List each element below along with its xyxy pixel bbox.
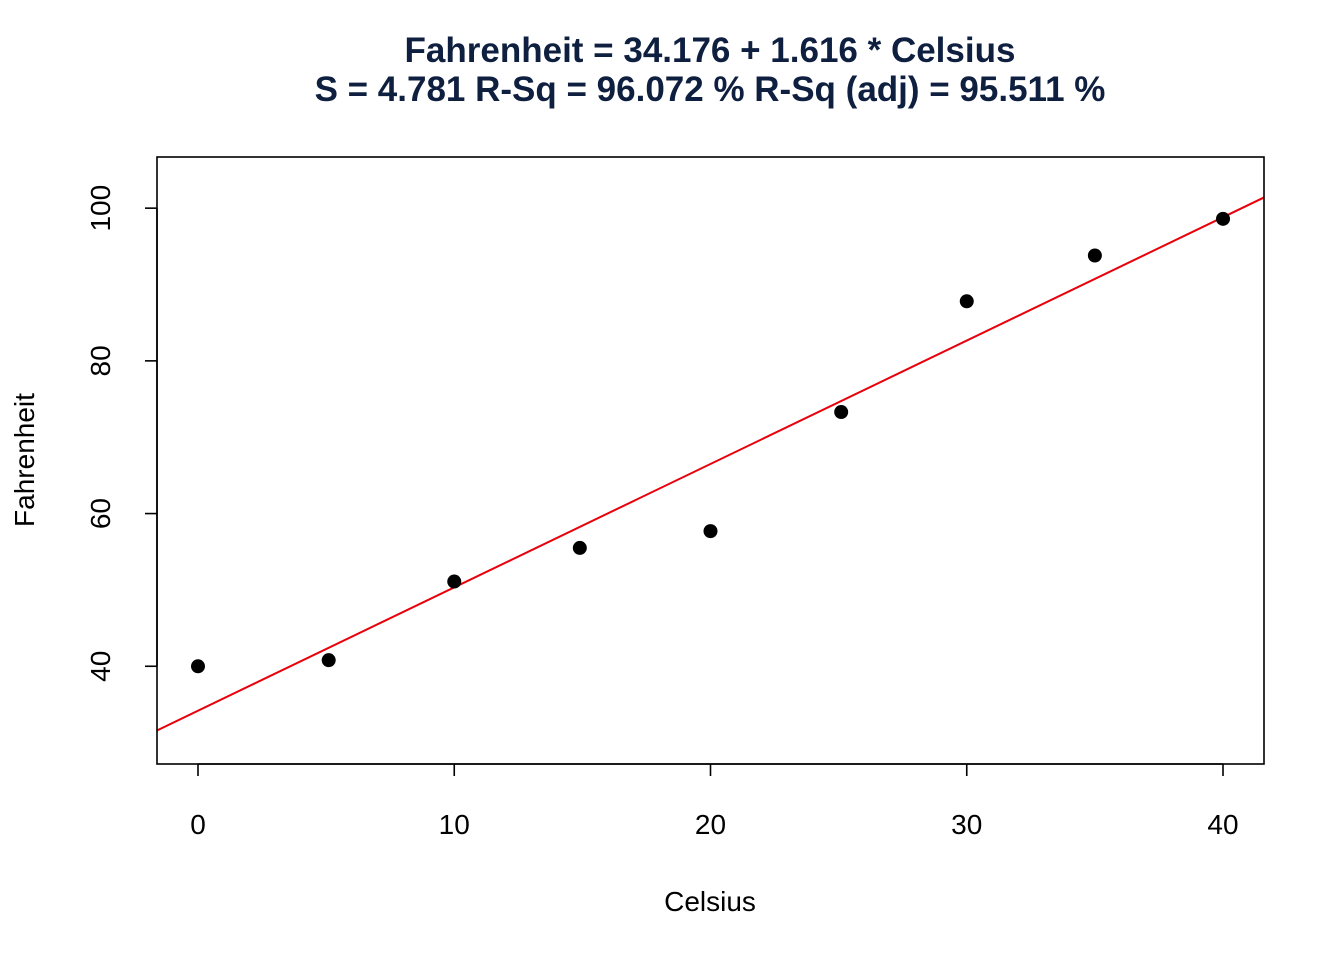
plot-frame <box>156 156 1265 765</box>
y-tick-label: 40 <box>85 651 116 682</box>
regression-line <box>157 196 1264 732</box>
x-axis: 0 10 20 30 40 <box>190 763 1239 840</box>
data-point <box>447 574 462 589</box>
y-tick-label: 60 <box>85 498 116 529</box>
points-layer <box>191 211 1230 674</box>
x-tick-label: 10 <box>439 809 470 840</box>
data-point <box>1087 248 1102 263</box>
data-point <box>834 405 849 420</box>
x-tick-label: 30 <box>951 809 982 840</box>
data-point <box>703 524 718 539</box>
y-tick-label: 80 <box>85 345 116 376</box>
data-point <box>572 540 587 555</box>
data-point <box>191 659 205 674</box>
x-axis-label: Celsius <box>664 886 756 917</box>
y-tick-label: 100 <box>85 185 116 232</box>
chart-subtitle: S = 4.781 R-Sq = 96.072 % R-Sq (adj) = 9… <box>315 70 1106 109</box>
data-point <box>321 653 336 668</box>
data-point <box>959 294 974 309</box>
chart-title: Fahrenheit = 34.176 + 1.616 * Celsius <box>405 31 1016 70</box>
x-tick-label: 20 <box>695 809 726 840</box>
fit-line-layer <box>157 196 1264 732</box>
x-tick-label: 40 <box>1207 809 1238 840</box>
y-axis-label: Fahrenheit <box>9 393 40 527</box>
data-point <box>1216 211 1230 226</box>
y-axis: 40 60 80 100 <box>85 185 158 682</box>
x-tick-label: 0 <box>190 809 206 840</box>
